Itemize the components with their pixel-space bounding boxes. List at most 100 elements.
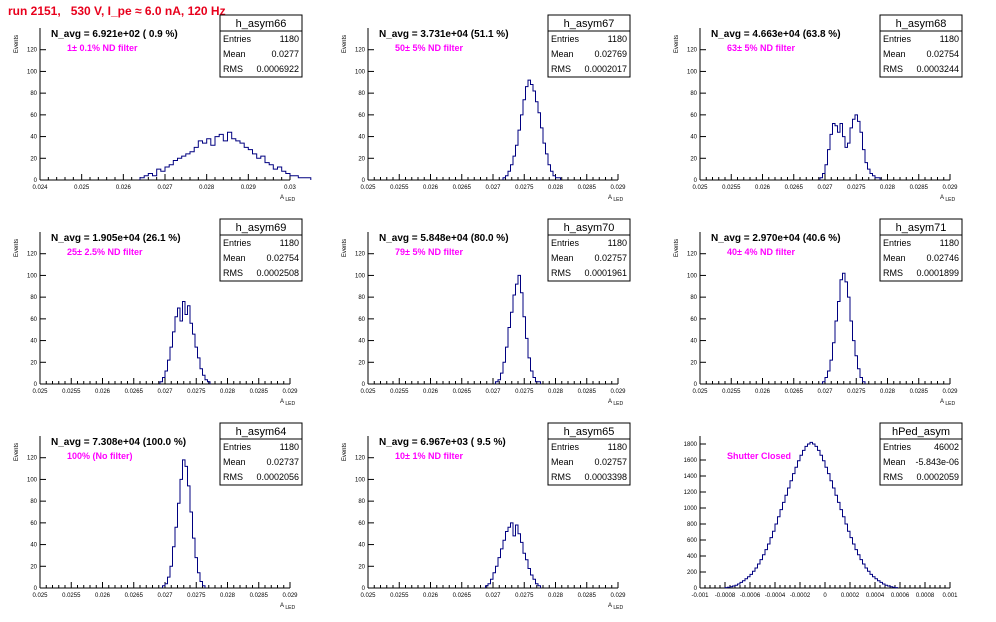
y-tick-label: 0 [694, 382, 698, 388]
x-tick-label: 0.029 [241, 185, 257, 191]
x-axis-label-subscript: LED [285, 197, 295, 203]
filter-annotation: 25± 2.5% ND filter [67, 247, 143, 257]
histogram-panel-hPed_asym: -0.001 -0.0008 -0.0006 -0.0004 -0.0002 0 0.000… [684, 422, 963, 599]
x-axis-label-subscript: LED [945, 401, 955, 407]
stats-value: 0.0003398 [584, 472, 627, 482]
x-tick-label: 0.0275 [187, 389, 206, 395]
x-tick-label: 0.026 [95, 593, 111, 599]
histogram-bars [159, 301, 211, 384]
stats-label: RMS [883, 64, 903, 74]
y-tick-label: 20 [690, 156, 697, 162]
y-tick-label: 800 [687, 522, 698, 528]
x-tick-label: 0.025 [360, 185, 376, 191]
x-axis-label-subscript: LED [285, 401, 295, 407]
x-tick-label: 0.027 [485, 185, 501, 191]
y-tick-label: 0 [362, 586, 366, 592]
x-tick-label: 0.001 [942, 593, 958, 599]
stats-label: Mean [551, 49, 574, 59]
x-tick-label: 0.029 [942, 389, 958, 395]
y-tick-label: 60 [30, 317, 37, 323]
y-tick-label: 40 [690, 339, 697, 345]
y-tick-label: 80 [30, 91, 37, 97]
x-tick-label: 0.026 [755, 389, 771, 395]
x-tick-label: 0.0275 [847, 185, 866, 191]
stats-value: 0.0002056 [256, 472, 299, 482]
stats-label: Mean [223, 457, 246, 467]
y-tick-label: 1400 [684, 474, 698, 480]
x-tick-label: 0.0285 [578, 593, 597, 599]
x-tick-label: 0.0004 [866, 593, 885, 599]
histogram-panel-h_asym70: 0.025 0.0255 0.026 0.0265 0.027 0.0275 0.028 0.… [342, 218, 631, 407]
x-tick-label: 0.029 [610, 389, 626, 395]
x-tick-label: 0.0265 [785, 389, 804, 395]
x-tick-label: 0.028 [548, 593, 564, 599]
x-tick-label: 0.025 [32, 593, 48, 599]
x-axis-label: A LED [280, 399, 295, 407]
x-tick-label: 0.025 [32, 389, 48, 395]
y-tick-label: 100 [27, 477, 38, 483]
y-tick-label: 60 [358, 521, 365, 527]
x-tick-label: 0.027 [485, 389, 501, 395]
x-tick-label: 0.026 [116, 185, 132, 191]
y-tick-label: 120 [355, 48, 366, 54]
y-tick-label: 0 [34, 586, 38, 592]
stats-value: 0.0006922 [256, 64, 299, 74]
x-tick-label: -0.0002 [790, 593, 811, 599]
x-axis-label-subscript: LED [613, 401, 623, 407]
x-tick-label: 0.026 [423, 185, 439, 191]
x-tick-label: 0.0285 [910, 185, 929, 191]
stats-label: Entries [223, 34, 252, 44]
stats-box-title: h_asym69 [236, 222, 287, 234]
histogram-title: N_avg = 4.663e+04 (63.8 %) [711, 29, 841, 40]
x-tick-label: 0.0265 [125, 389, 144, 395]
histogram-panel-h_asym64: 0.025 0.0255 0.026 0.0265 0.027 0.0275 0.028 0.… [14, 422, 303, 611]
y-tick-label: 20 [358, 156, 365, 162]
y-tick-label: 100 [355, 69, 366, 75]
filter-annotation: 79± 5% ND filter [395, 247, 463, 257]
y-tick-label: 0 [362, 382, 366, 388]
y-tick-label: 100 [687, 69, 698, 75]
y-tick-label: 60 [30, 113, 37, 119]
stats-box-title: h_asym71 [896, 222, 947, 234]
stats-label: Entries [551, 34, 580, 44]
x-tick-label: 0.0285 [910, 389, 929, 395]
stats-label: Mean [883, 49, 906, 59]
stats-value: 0.0002059 [916, 472, 959, 482]
y-tick-label: 40 [358, 543, 365, 549]
y-tick-label: 20 [358, 564, 365, 570]
x-tick-label: 0.029 [610, 185, 626, 191]
stats-label: Entries [223, 238, 252, 248]
y-tick-label: 60 [690, 113, 697, 119]
stats-label: Entries [551, 442, 580, 452]
y-tick-label: 100 [355, 273, 366, 279]
y-axis-label: Events [14, 239, 20, 257]
y-tick-label: 120 [687, 252, 698, 258]
x-tick-label: 0.0002 [841, 593, 860, 599]
stats-box [219, 14, 303, 78]
filter-annotation: 50± 5% ND filter [395, 43, 463, 53]
stats-label: Entries [883, 34, 912, 44]
y-tick-label: 20 [30, 360, 37, 366]
y-tick-label: 40 [358, 339, 365, 345]
x-tick-label: 0.029 [282, 389, 298, 395]
x-tick-label: 0.026 [423, 389, 439, 395]
y-tick-label: 80 [690, 295, 697, 301]
stats-value: 0.0002508 [256, 268, 299, 278]
stats-label: Mean [551, 253, 574, 263]
stats-value: 1180 [608, 442, 627, 452]
y-tick-label: 120 [27, 48, 38, 54]
y-tick-label: 0 [34, 382, 38, 388]
stats-label: RMS [883, 268, 903, 278]
y-tick-label: 40 [358, 135, 365, 141]
x-tick-label: 0.0265 [453, 185, 472, 191]
x-tick-label: 0.024 [32, 185, 48, 191]
stats-label: RMS [223, 64, 243, 74]
histogram-title: N_avg = 3.731e+04 (51.1 %) [379, 29, 509, 40]
stats-value: -5.843e-06 [915, 457, 959, 467]
stats-box [547, 218, 631, 282]
x-tick-label: 0.025 [692, 389, 708, 395]
x-axis-label-subscript: LED [613, 197, 623, 203]
histogram-panel-h_asym65: 0.025 0.0255 0.026 0.0265 0.027 0.0275 0.028 0.… [342, 422, 631, 611]
stats-label: Mean [883, 457, 906, 467]
stats-value: 1180 [608, 34, 627, 44]
